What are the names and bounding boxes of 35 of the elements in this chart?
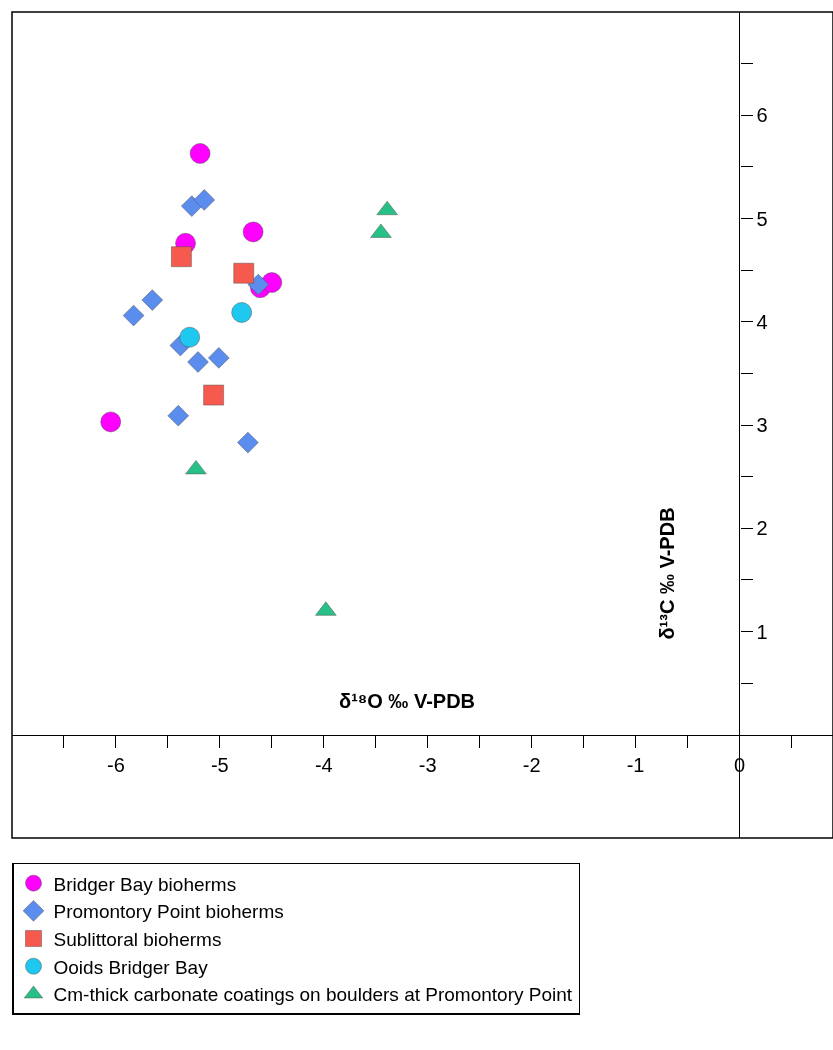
x-tick-label: -3 xyxy=(418,753,437,776)
x-tick-label: -5 xyxy=(210,753,229,776)
point xyxy=(237,431,259,454)
y-tick-label: 2 xyxy=(756,517,768,540)
point xyxy=(208,347,230,369)
point xyxy=(141,289,164,311)
point xyxy=(179,326,201,348)
point xyxy=(189,143,211,164)
x-tick-label: -1 xyxy=(626,753,645,776)
y-tick-label: 1 xyxy=(756,620,768,643)
point xyxy=(233,262,255,284)
y-axis-title: δ¹³C ‰ V-PDB xyxy=(655,507,678,640)
point xyxy=(100,411,122,433)
y-tick-label: 4 xyxy=(756,310,768,333)
point xyxy=(242,221,264,243)
point xyxy=(193,189,216,211)
y-tick-label: 6 xyxy=(756,104,768,127)
legend-label: Cm-thick carbonate coatings on boulders at Promontory Point xyxy=(53,984,573,1006)
legend-label: Bridger Bay bioherms xyxy=(53,873,237,895)
y-tick-label: 3 xyxy=(756,414,768,436)
x-tick-label: -4 xyxy=(314,753,333,776)
point xyxy=(167,404,190,427)
point xyxy=(180,195,203,217)
y-tick-label: 5 xyxy=(756,207,768,230)
point xyxy=(171,246,192,268)
x-axis-title: δ¹⁸O ‰ V-PDB xyxy=(339,690,476,712)
legend-label: Sublittoral bioherms xyxy=(53,928,222,950)
legend-label: Ooids Bridger Bay xyxy=(53,956,209,978)
legend-label: Promontory Point bioherms xyxy=(53,901,284,923)
point xyxy=(203,384,225,406)
x-tick-label: -2 xyxy=(522,753,541,776)
point xyxy=(122,304,145,327)
point xyxy=(187,351,209,373)
x-tick-label: -6 xyxy=(107,753,125,776)
point xyxy=(231,302,253,323)
